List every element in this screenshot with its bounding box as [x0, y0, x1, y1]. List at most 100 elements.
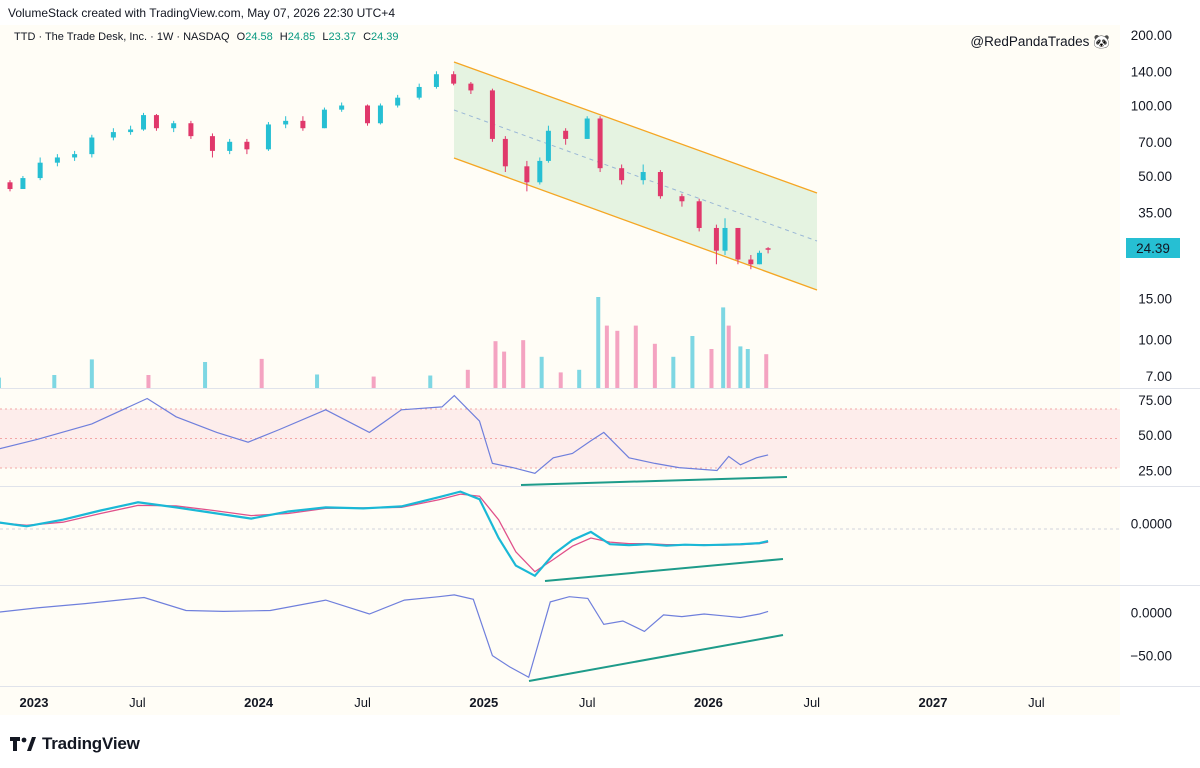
price-pane-bg: [0, 25, 1120, 388]
macd-pane-bg: [0, 487, 1120, 585]
volume-bar-14: [558, 372, 563, 388]
candle-body-22: [377, 105, 383, 124]
candle-body-27: [468, 83, 474, 91]
candle-body-21: [365, 105, 371, 124]
candle-body-30: [524, 166, 530, 183]
volume-bar-26: [738, 346, 743, 388]
candle-body-37: [640, 172, 646, 181]
tradingview-logo-icon: [10, 737, 36, 751]
divergence-lines[interactable]: [520, 476, 788, 682]
candle-body-34: [584, 118, 590, 139]
candle-body-24: [416, 86, 422, 98]
macd-main-series: [0, 490, 769, 578]
macd-divergence-line[interactable]: [544, 558, 784, 582]
volume-bar-20: [652, 343, 657, 388]
rsi-divergence-line[interactable]: [520, 476, 788, 486]
volume-bar-23: [709, 349, 714, 388]
candle-body-13: [209, 136, 215, 151]
open-label: O: [237, 31, 246, 43]
candle-body-29: [502, 138, 508, 167]
oscillator-tick-0: 0.0000: [1131, 605, 1172, 620]
last-price-label: 24.39: [1136, 241, 1170, 256]
price-candles: [7, 71, 771, 270]
tradingview-brand: TradingView: [42, 734, 140, 753]
volume-bar-11: [502, 351, 507, 388]
volume-bar-25: [726, 325, 731, 388]
close-label: C: [363, 31, 371, 43]
volume-bar-27: [745, 349, 750, 388]
volume-bar-18: [615, 330, 620, 388]
rsi-tick-1: 50.00: [1138, 428, 1172, 443]
price-tick-3: 70.00: [1138, 135, 1172, 150]
x-tick-8: 2027: [919, 695, 948, 710]
volume-bar-3: [146, 375, 151, 388]
price-tick-8: 7.00: [1146, 369, 1172, 384]
price-tick-2: 100.00: [1131, 99, 1172, 114]
volume-bars: [0, 297, 769, 388]
volume-bar-13: [539, 356, 544, 388]
oscillator-pane-bg: [0, 586, 1120, 686]
candle-body-40: [696, 201, 702, 228]
high-label: H: [280, 31, 288, 43]
volume-bar-15: [577, 369, 582, 388]
x-tick-1: Jul: [129, 695, 146, 710]
candle-body-20: [339, 105, 345, 110]
author-watermark: @RedPandaTrades 🐼: [970, 33, 1110, 49]
candle-body-36: [619, 168, 625, 181]
channel-upper-line[interactable]: [453, 61, 818, 194]
oscillator-series: [0, 594, 769, 679]
rsi-series: [0, 394, 769, 474]
volume-bar-22: [690, 336, 695, 388]
candle-body-9: [141, 115, 147, 130]
symbol-title: TTD · The Trade Desk, Inc. · 1W · NASDAQ: [14, 31, 230, 43]
price-tick-7: 10.00: [1138, 333, 1172, 348]
candle-body-2: [20, 178, 26, 190]
candle-body-8: [128, 129, 134, 133]
open-value: 24.58: [245, 31, 273, 43]
pane-separators: [0, 388, 1200, 687]
candle-body-41: [713, 227, 719, 251]
low-label: L: [322, 31, 328, 43]
chart-canvas[interactable]: 200.00 140.00 100.00 70.00 50.00 35.00 15.00 10…: [0, 20, 1200, 720]
candle-body-39: [679, 196, 685, 202]
oscillator-tick-1: −50.00: [1130, 649, 1172, 664]
channel-lower-line[interactable]: [453, 157, 818, 291]
volume-bar-1: [52, 375, 57, 388]
volume-bar-5: [259, 358, 264, 388]
macd-lines: [0, 490, 769, 578]
candle-body-11: [171, 123, 177, 129]
volume-bar-16: [596, 297, 601, 388]
candle-body-45: [756, 252, 762, 265]
x-tick-3: Jul: [354, 695, 371, 710]
rsi-line: [0, 394, 769, 474]
volume-bar-8: [428, 375, 433, 388]
volume-bar-7: [371, 376, 376, 388]
oscillator-line: [0, 594, 769, 679]
candle-body-18: [300, 120, 306, 129]
high-value: 24.85: [288, 31, 316, 43]
x-tick-9: Jul: [1028, 695, 1045, 710]
rsi-tick-0: 75.00: [1138, 393, 1172, 408]
candle-body-16: [265, 124, 271, 150]
oscillator-divergence-line[interactable]: [528, 634, 784, 682]
channel-mid-line: [453, 109, 818, 242]
candle-body-17: [283, 120, 289, 125]
candle-body-10: [153, 115, 159, 129]
candle-body-15: [244, 141, 250, 150]
volume-bar-4: [203, 362, 208, 388]
candle-body-33: [563, 130, 569, 139]
candle-body-31: [537, 160, 543, 183]
candle-body-46: [765, 248, 771, 250]
candle-body-7: [110, 132, 116, 138]
volume-bar-28: [764, 354, 769, 388]
tradingview-logo[interactable]: TradingView: [10, 733, 140, 755]
candle-body-42: [722, 227, 728, 251]
candle-body-43: [735, 227, 741, 260]
price-tick-0: 200.00: [1131, 28, 1172, 43]
candle-body-6: [89, 137, 95, 155]
candle-body-1: [7, 182, 13, 190]
candle-body-38: [657, 172, 663, 197]
x-tick-6: 2026: [694, 695, 723, 710]
rsi-tick-2: 25.00: [1138, 463, 1172, 478]
macd-tick-0: 0.0000: [1131, 517, 1172, 532]
